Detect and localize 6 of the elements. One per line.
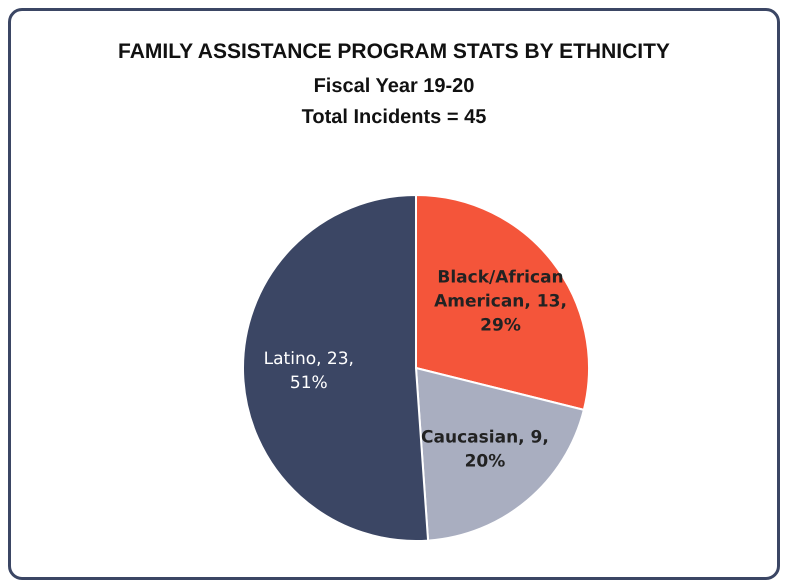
slice-label: Black/African American, 13, 29% [434,267,567,336]
slice-label: Latino, 23, 51% [264,349,354,394]
chart-title: FAMILY ASSISTANCE PROGRAM STATS BY ETHNICITY [117,40,671,64]
text: Total Incidents = 45 [300,106,488,129]
slice-label: Caucasian, 9, 20% [421,428,549,472]
chart-subtitle: Fiscal Year 19-20 [312,75,476,98]
